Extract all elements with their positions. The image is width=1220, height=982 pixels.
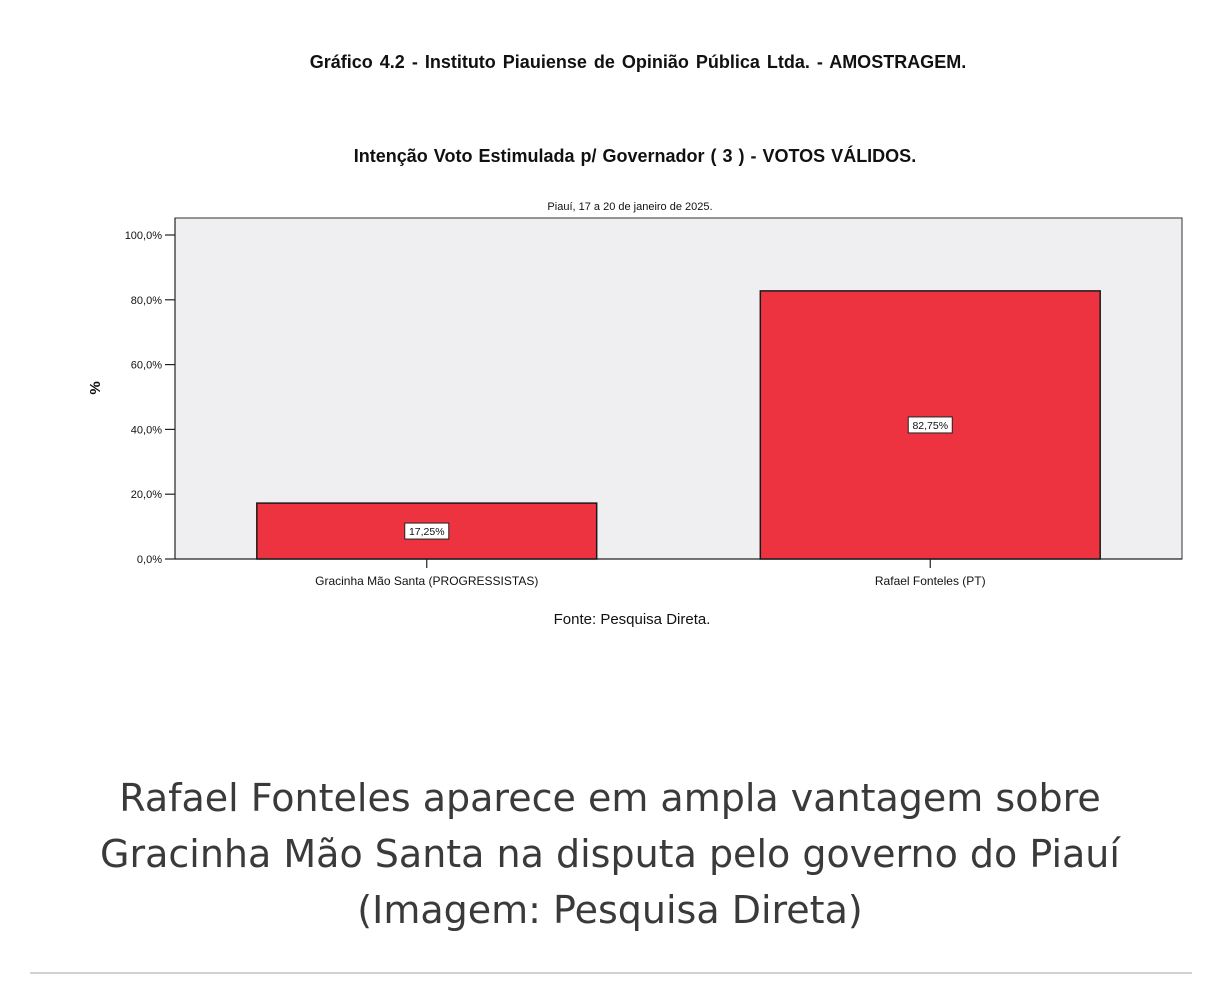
- x-tick-label: Gracinha Mão Santa (PROGRESSISTAS): [315, 574, 538, 588]
- bars-group: 17,25% 82,75%: [256, 290, 1101, 560]
- data-label: 17,25%: [409, 526, 445, 538]
- image-caption: Rafael Fonteles aparece em ampla vantage…: [30, 770, 1190, 938]
- bar-chart: Piauí, 17 a 20 de janeiro de 2025. % 0,0…: [87, 201, 1183, 588]
- caption-divider: [30, 972, 1192, 974]
- caption-line-3: (Imagem: Pesquisa Direta): [357, 888, 863, 932]
- x-axis-ticks: Gracinha Mão Santa (PROGRESSISTAS) Rafael…: [315, 559, 986, 588]
- caption-line-2: Gracinha Mão Santa na disputa pelo gover…: [100, 832, 1120, 876]
- data-label-box: [404, 522, 450, 540]
- chart-title: Intenção Voto Estimulada p/ Governador (…: [353, 146, 917, 166]
- y-axis-label: %: [87, 381, 104, 394]
- y-tick-label: 0,0%: [137, 554, 162, 566]
- data-label-box: [907, 416, 953, 434]
- chart-subtitle: Piauí, 17 a 20 de janeiro de 2025.: [547, 201, 712, 213]
- x-tick-label: Rafael Fonteles (PT): [875, 574, 986, 588]
- data-label: 82,75%: [912, 420, 948, 432]
- y-tick-label: 80,0%: [131, 295, 162, 307]
- y-axis-ticks: 0,0% 20,0% 40,0% 60,0% 80,0% 100,0%: [125, 230, 175, 566]
- caption-line-1: Rafael Fonteles aparece em ampla vantage…: [119, 776, 1101, 820]
- y-tick-label: 100,0%: [125, 230, 163, 242]
- y-tick-label: 40,0%: [131, 424, 162, 436]
- y-tick-label: 20,0%: [131, 489, 162, 501]
- figure-header: Gráfico 4.2 - Instituto Piauiense de Opi…: [309, 52, 967, 72]
- y-tick-label: 60,0%: [131, 360, 162, 372]
- source-note: Fonte: Pesquisa Direta.: [553, 611, 711, 628]
